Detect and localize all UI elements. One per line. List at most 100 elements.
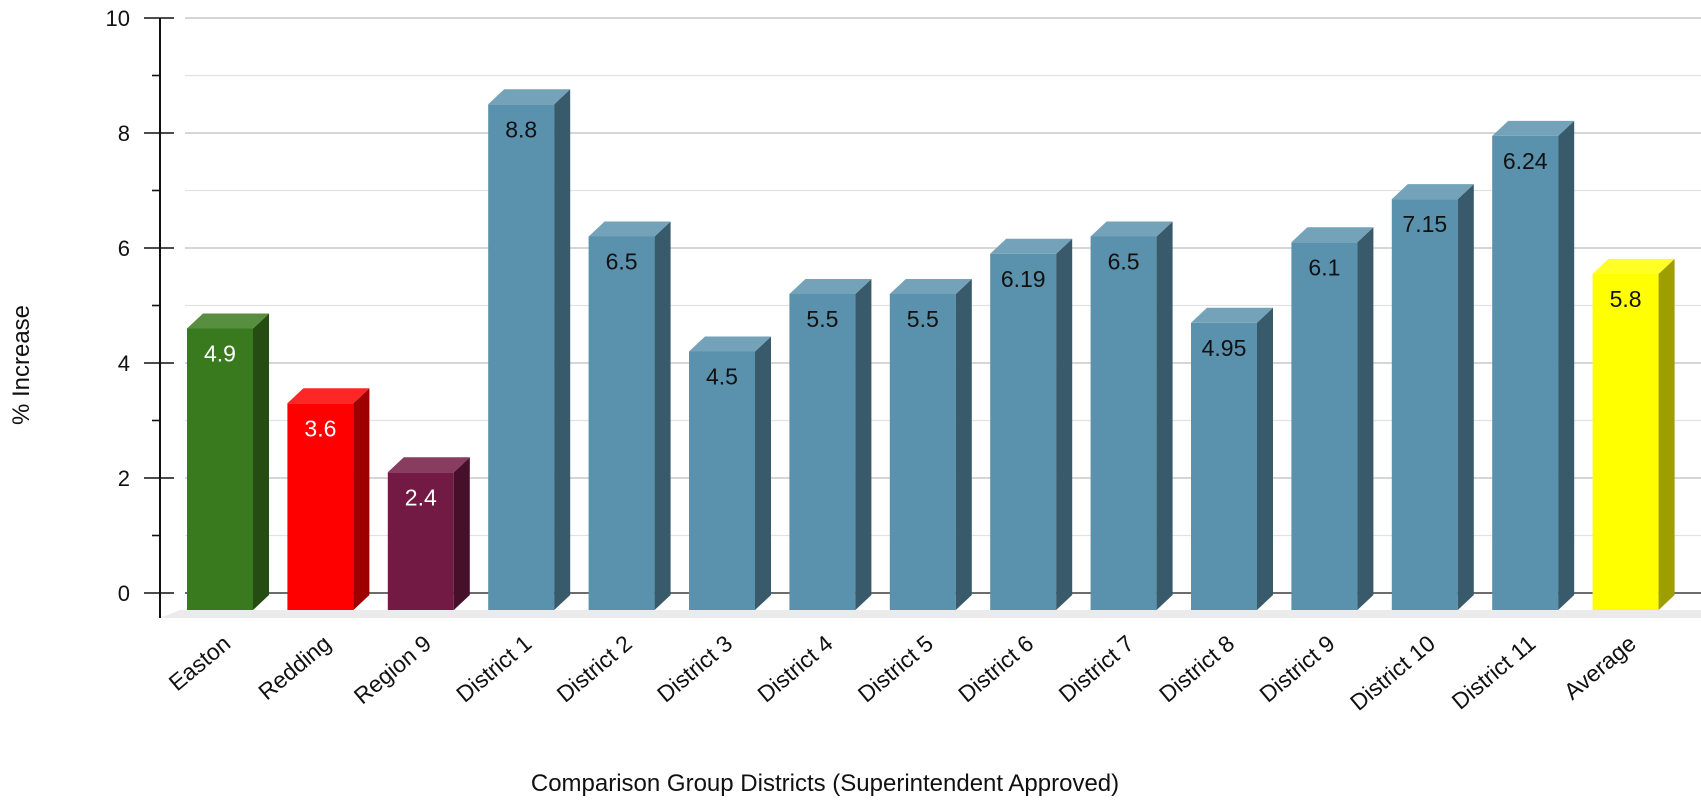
y-tick-label: 0 <box>118 581 130 606</box>
x-tick-label: Region 9 <box>349 630 436 709</box>
x-tick-label: District 1 <box>451 630 536 707</box>
bar-group <box>287 388 370 610</box>
data-label: 8.8 <box>505 116 537 142</box>
bar-side <box>855 279 872 610</box>
bar <box>1291 242 1358 610</box>
bar-side <box>1156 221 1173 610</box>
data-label: 4.5 <box>706 364 738 390</box>
data-label: 2.4 <box>405 484 437 510</box>
bar-top <box>1492 120 1575 136</box>
bar <box>387 472 454 610</box>
bar-side <box>253 313 269 610</box>
bar-group <box>1592 258 1675 610</box>
data-label: 3.6 <box>304 415 336 441</box>
bar <box>889 294 956 610</box>
data-label: 6.24 <box>1503 148 1548 174</box>
x-tick-label: Redding <box>253 630 335 705</box>
bar <box>287 403 354 610</box>
bar-top <box>1090 221 1173 237</box>
x-tick-label: Easton <box>164 630 236 696</box>
bar-group <box>187 313 269 610</box>
floor-plane <box>160 610 1701 618</box>
bar <box>1592 273 1659 610</box>
bar-top <box>187 313 269 329</box>
bar <box>1090 236 1157 610</box>
bar <box>689 351 755 610</box>
bar-top <box>488 89 571 105</box>
bar <box>1191 322 1257 610</box>
bar-group <box>387 457 470 610</box>
bar <box>588 236 655 610</box>
bar-side <box>1457 184 1474 610</box>
y-axis-title: % Increase <box>8 305 35 425</box>
x-tick-label: District 7 <box>1054 630 1139 707</box>
bar <box>789 294 856 610</box>
data-label: 7.15 <box>1402 211 1447 237</box>
bar-top <box>689 336 771 352</box>
bar-group <box>488 89 571 610</box>
bar-top <box>1291 227 1374 243</box>
data-label: 6.5 <box>606 249 638 275</box>
bar-top <box>990 238 1073 254</box>
bar-side <box>1056 238 1073 610</box>
data-label: 6.5 <box>1108 249 1140 275</box>
bar <box>1391 199 1458 610</box>
y-tick-label: 4 <box>118 351 130 376</box>
x-tick-label: District 10 <box>1345 630 1440 716</box>
x-tick-label: District 5 <box>853 630 938 707</box>
bar-side <box>755 336 771 610</box>
data-labels-layer: 4.9 3.6 2.4 8.8 6.5 4.5 5.5 5.5 6.19 6.5 4.95 6.1 7.… <box>204 116 1642 510</box>
bar <box>488 104 555 610</box>
bar-side <box>1658 258 1675 610</box>
x-tick-label: District 3 <box>652 630 737 707</box>
data-label: 5.5 <box>907 306 939 332</box>
x-tick-label: District 8 <box>1154 630 1239 707</box>
bar-group <box>889 279 972 610</box>
data-label: 5.5 <box>806 306 838 332</box>
bar-group <box>990 238 1073 610</box>
bar-side <box>955 279 972 610</box>
x-tick-label: District 9 <box>1254 630 1339 707</box>
x-tick-label: District 6 <box>953 630 1038 707</box>
x-tick-label: District 11 <box>1447 630 1541 715</box>
bars-layer <box>187 89 1675 610</box>
bar <box>990 253 1057 610</box>
bar-group <box>1492 120 1575 610</box>
bar-top <box>1391 184 1474 200</box>
bar-side <box>1558 120 1575 610</box>
x-axis-title: Comparison Group Districts (Superintende… <box>531 770 1119 797</box>
bar-top <box>287 388 370 404</box>
bar-top <box>387 457 470 473</box>
bar-group <box>1191 307 1273 610</box>
bar <box>187 328 253 610</box>
bar-side <box>1257 307 1273 610</box>
bar-top <box>588 221 671 237</box>
bar-side <box>453 457 470 610</box>
bar-group <box>1291 227 1374 610</box>
bar-top <box>789 279 872 294</box>
bar <box>1492 135 1559 610</box>
bar-side <box>353 388 370 610</box>
y-tick-label: 2 <box>118 466 130 491</box>
y-tick-label: 6 <box>118 236 130 261</box>
bar-side <box>1357 227 1374 610</box>
y-tick-label: 10 <box>106 6 130 31</box>
data-label: 6.1 <box>1308 254 1340 280</box>
chart-floor <box>160 610 1701 618</box>
bar-group <box>689 336 771 610</box>
y-tick-label: 8 <box>118 121 130 146</box>
data-label: 4.95 <box>1202 335 1247 361</box>
x-axis-labels: Easton Redding Region 9 District 1 District … <box>164 630 1641 716</box>
data-label: 4.9 <box>204 341 236 367</box>
data-label: 6.19 <box>1001 266 1046 292</box>
bar-group <box>1090 221 1173 610</box>
x-tick-label: District 4 <box>752 630 837 708</box>
data-label: 5.8 <box>1610 286 1642 312</box>
x-tick-label: District 2 <box>552 630 637 707</box>
bar-side <box>554 89 571 610</box>
bar-group <box>789 279 872 610</box>
bar-top <box>889 279 972 294</box>
bar-side <box>654 221 671 610</box>
